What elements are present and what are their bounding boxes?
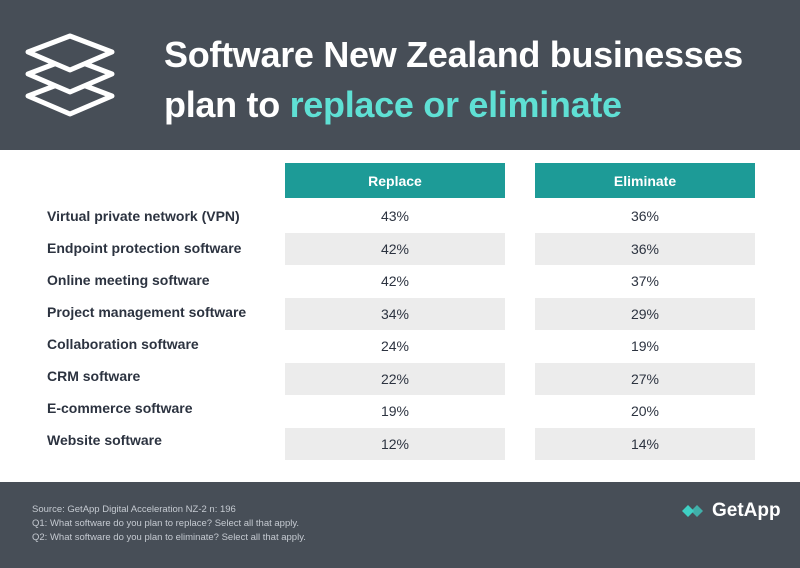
title-text: Software New Zealand businesses plan to: [164, 34, 743, 125]
footer: Source: GetApp Digital Acceleration NZ-2…: [0, 482, 800, 568]
question-2-note: Q2: What software do you plan to elimina…: [32, 532, 306, 543]
row-label: Online meeting software: [47, 272, 210, 288]
question-1-note: Q1: What software do you plan to replace…: [32, 518, 300, 529]
eliminate-cell: 27%: [535, 362, 755, 395]
eliminate-cell: 37%: [630, 273, 660, 289]
page-title: Software New Zealand businesses plan to …: [164, 30, 794, 130]
replace-cell: 34%: [285, 297, 505, 330]
replace-cell: 24%: [380, 338, 410, 354]
row-label: Endpoint protection software: [47, 240, 242, 256]
replace-cell: 42%: [285, 232, 505, 265]
eliminate-cell: 14%: [535, 427, 755, 460]
source-note: Source: GetApp Digital Acceleration NZ-2…: [32, 504, 236, 515]
eliminate-cell: 36%: [630, 208, 660, 224]
replace-cell: 19%: [380, 403, 410, 419]
column-header-replace: Replace: [285, 163, 505, 198]
replace-cell: 43%: [380, 208, 410, 224]
header: Software New Zealand businesses plan to …: [0, 0, 800, 150]
data-table: Replace Eliminate Virtual private networ…: [0, 150, 800, 482]
getapp-logo-icon: [682, 505, 703, 517]
getapp-brand: GetApp: [680, 499, 781, 523]
row-label: Project management software: [47, 304, 247, 320]
eliminate-cell: 36%: [535, 232, 755, 265]
stacked-layers-icon: [25, 33, 115, 117]
replace-cell: 12%: [285, 427, 505, 460]
replace-cell: 22%: [285, 362, 505, 395]
eliminate-cell: 20%: [630, 403, 660, 419]
column-header-eliminate: Eliminate: [535, 163, 755, 198]
replace-cell: 42%: [380, 273, 410, 289]
row-label: CRM software: [47, 368, 141, 384]
title-accent-text: replace or eliminate: [289, 84, 622, 125]
row-label: Virtual private network (VPN): [47, 208, 240, 224]
eliminate-cell: 29%: [535, 297, 755, 330]
row-label: Website software: [47, 432, 162, 448]
brand-name: GetApp: [712, 500, 781, 521]
eliminate-cell: 19%: [630, 338, 660, 354]
row-label: Collaboration software: [47, 336, 199, 352]
row-label: E-commerce software: [47, 400, 193, 416]
